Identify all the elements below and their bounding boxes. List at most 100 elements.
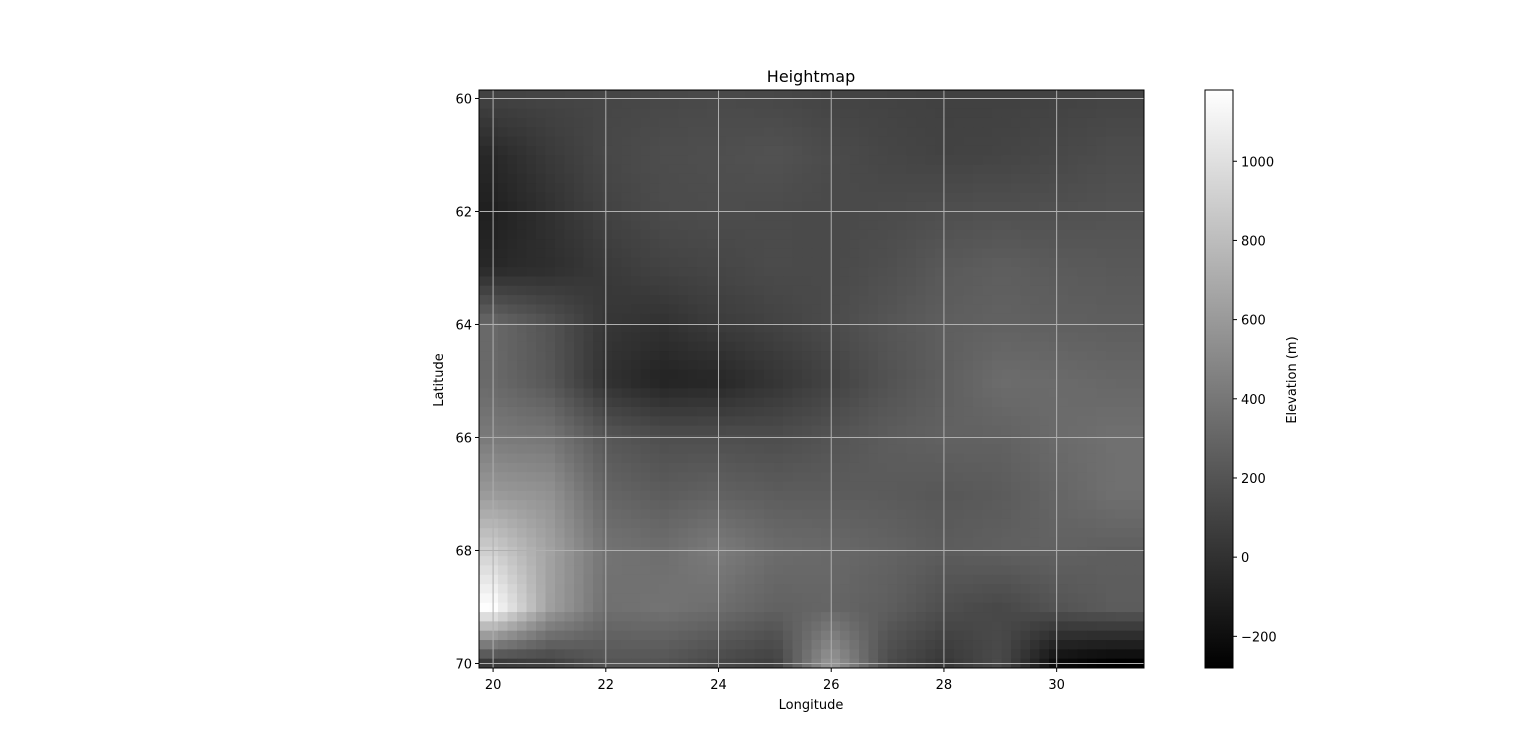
heatmap-cell <box>1106 145 1117 156</box>
heatmap-cell <box>792 360 803 371</box>
heatmap-cell <box>982 164 993 175</box>
heatmap-cell <box>621 574 632 585</box>
heatmap-cell <box>840 173 851 184</box>
heatmap-cell <box>897 276 908 287</box>
heatmap-cell <box>631 127 642 138</box>
heatmap-cell <box>735 220 746 231</box>
heatmap-cell <box>754 621 765 632</box>
heatmap-cell <box>887 248 898 259</box>
heatmap-cell <box>1125 127 1136 138</box>
heatmap-cell <box>621 556 632 567</box>
heatmap-cell <box>1039 201 1050 212</box>
heatmap-cell <box>669 630 680 641</box>
heatmap-cell <box>593 183 604 194</box>
heatmap-cell <box>602 145 613 156</box>
heatmap-cell <box>992 267 1003 278</box>
heatmap-cell <box>1020 257 1031 268</box>
heatmap-cell <box>859 108 870 119</box>
heatmap-cell <box>1058 621 1069 632</box>
heatmap-cell <box>849 229 860 240</box>
heatmap-cell <box>1030 248 1041 259</box>
heatmap-cell <box>479 518 490 529</box>
heatmap-cell <box>840 136 851 147</box>
heatmap-cell <box>659 164 670 175</box>
heatmap-cell <box>1115 155 1126 166</box>
heatmap-cell <box>669 472 680 483</box>
heatmap-cell <box>1077 145 1088 156</box>
heatmap-cell <box>811 621 822 632</box>
heatmap-cell <box>1020 276 1031 287</box>
heatmap-cell <box>773 295 784 306</box>
heatmap-cell <box>906 369 917 380</box>
heatmap-cell <box>878 239 889 250</box>
heatmap-cell <box>479 99 490 110</box>
heatmap-cell <box>574 546 585 557</box>
heatmap-cell <box>621 285 632 296</box>
heatmap-cell <box>1096 444 1107 455</box>
heatmap-cell <box>735 556 746 567</box>
heatmap-cell <box>916 369 927 380</box>
heatmap-cell <box>906 276 917 287</box>
heatmap-cell <box>697 90 708 100</box>
heatmap-cell <box>1068 444 1079 455</box>
heatmap-cell <box>1077 285 1088 296</box>
heatmap-cell <box>735 257 746 268</box>
heatmap-cell <box>944 257 955 268</box>
heatmap-cell <box>1134 173 1144 184</box>
heatmap-cell <box>935 379 946 389</box>
heatmap-cell <box>1068 117 1079 128</box>
heatmap-cell <box>1096 220 1107 231</box>
heatmap-cell <box>583 649 594 660</box>
heatmap-cell <box>1087 341 1098 352</box>
heatmap-cell <box>1106 481 1117 492</box>
heatmap-cell <box>1030 649 1041 660</box>
heatmap-cell <box>1134 462 1144 473</box>
heatmap-cell <box>678 117 689 128</box>
heatmap-cell <box>887 313 898 324</box>
heatmap-cell <box>574 90 585 100</box>
heatmap-cell <box>545 99 556 110</box>
heatmap-cell <box>963 304 974 315</box>
heatmap-cell <box>783 99 794 110</box>
heatmap-cell <box>906 584 917 595</box>
heatmap-cell <box>1001 416 1012 427</box>
heatmap-cell <box>1049 481 1060 492</box>
heatmap-cell <box>1020 528 1031 539</box>
heatmap-cell <box>925 332 936 343</box>
heatmap-cell <box>583 612 594 622</box>
heatmap-cell <box>754 192 765 203</box>
heatmap-cell <box>916 416 927 427</box>
heatmap-cell <box>830 416 841 427</box>
heatmap-cell <box>1001 117 1012 128</box>
heatmap-cell <box>707 379 718 389</box>
heatmap-cell <box>764 397 775 408</box>
heatmap-cell <box>935 313 946 324</box>
heatmap-cell <box>1011 248 1022 259</box>
heatmap-cell <box>1134 164 1144 175</box>
heatmap-cell <box>555 295 566 306</box>
heatmap-cell <box>906 267 917 278</box>
heatmap-cell <box>593 500 604 511</box>
heatmap-cell <box>916 173 927 184</box>
heatmap-cell <box>507 481 518 492</box>
heatmap-cell <box>935 351 946 361</box>
heatmap-cell <box>526 379 537 389</box>
heatmap-cell <box>811 276 822 287</box>
heatmap-cell <box>773 472 784 483</box>
heatmap-cell <box>1020 341 1031 352</box>
heatmap-cell <box>498 565 509 576</box>
heatmap-cell <box>773 388 784 399</box>
heatmap-cell <box>545 500 556 511</box>
heatmap-cell <box>954 351 965 361</box>
heatmap-cell <box>811 574 822 585</box>
heatmap-cell <box>849 164 860 175</box>
heatmap-cell <box>726 108 737 119</box>
heatmap-cell <box>1125 332 1136 343</box>
heatmap-cell <box>821 621 832 632</box>
heatmap-cell <box>754 640 765 650</box>
heatmap-cell <box>716 528 727 539</box>
heatmap-cell <box>1134 257 1144 268</box>
heatmap-cell <box>1106 621 1117 632</box>
heatmap-cell <box>906 462 917 473</box>
heatmap-cell <box>849 99 860 110</box>
